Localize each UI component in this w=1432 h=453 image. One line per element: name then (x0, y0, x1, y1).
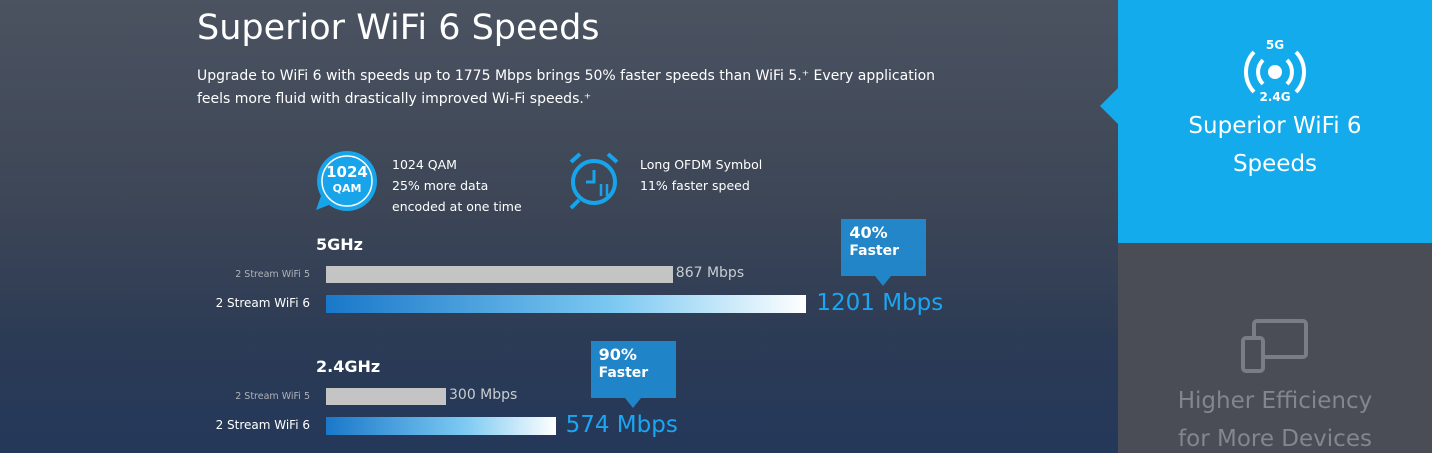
bar (326, 388, 446, 405)
title: Superior WiFi 6 Speeds (197, 8, 600, 48)
feature-line: encoded at one time (392, 199, 522, 214)
sidebar-title: Higher Efficiency for More Devices (1177, 388, 1373, 452)
badge-text: Faster (849, 243, 900, 259)
clock-icon (569, 152, 619, 210)
badge: 90% Faster (590, 341, 676, 408)
description-line: Upgrade to WiFi 6 with speeds up to 1775… (197, 68, 936, 84)
sidebar-title: Superior WiFi 6 Speeds (1188, 113, 1362, 177)
wifi-icon: 5G 2.4G (1244, 38, 1306, 104)
description-line: feels more fluid with drastically improv… (197, 91, 592, 107)
value-label: 1201 Mbps (816, 290, 944, 316)
badge-percent: 40% (849, 223, 888, 242)
badge-text: Faster (598, 365, 649, 381)
row-label: 2 Stream WiFi 5 (235, 391, 310, 402)
icon-text: 5G (1266, 38, 1284, 52)
feature-line: Long OFDM Symbol (640, 157, 763, 172)
devices-icon (1241, 319, 1308, 373)
feature-line: 25% more data (392, 178, 489, 193)
sidebar-item-active[interactable]: 5G 2.4G Superior WiFi 6 Speeds (1100, 0, 1432, 243)
badge: 40% Faster (841, 219, 927, 286)
qam-icon: 1024 QAM (316, 151, 378, 211)
row-label: 2 Stream WiFi 6 (215, 296, 310, 310)
icon-text: 1024 (326, 163, 368, 181)
value-label: 300 Mbps (449, 387, 518, 403)
row-label: 2 Stream WiFi 6 (215, 418, 310, 432)
feature-text: 1024 QAM 25% more data encoded at one ti… (392, 154, 522, 217)
icon-text: 2.4G (1259, 90, 1290, 104)
feature-line: 1024 QAM (392, 157, 457, 172)
band-label: 2.4GHz (316, 357, 381, 376)
icon-text: QAM (333, 182, 362, 195)
bar (326, 295, 807, 313)
band-label: 5GHz (316, 235, 363, 254)
value-label: 867 Mbps (675, 265, 745, 281)
sidebar-item[interactable]: Higher Efficiency for More Devices (1118, 243, 1432, 453)
bar (326, 417, 556, 435)
bar (326, 266, 673, 283)
badge-percent: 90% (598, 345, 637, 364)
feature-text: Long OFDM Symbol 11% faster speed (640, 154, 762, 196)
feature-line: 11% faster speed (640, 178, 750, 193)
row-label: 2 Stream WiFi 5 (235, 269, 310, 280)
value-label: 574 Mbps (565, 412, 678, 438)
